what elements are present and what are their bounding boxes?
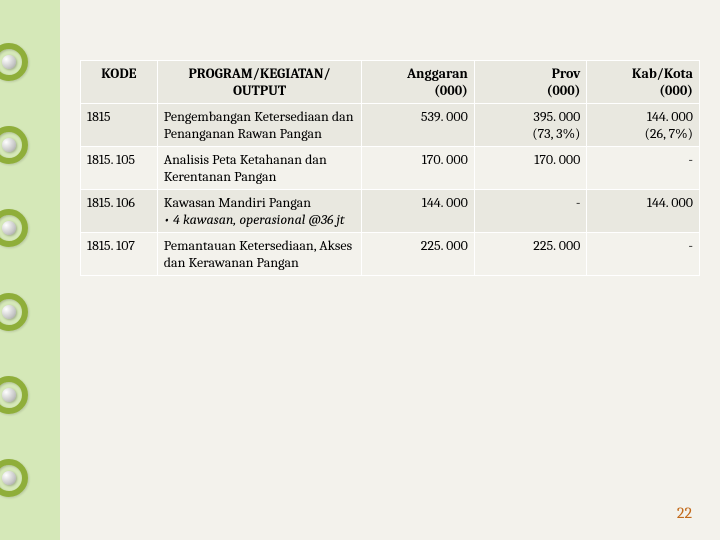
header-kode: KODE xyxy=(81,61,158,104)
header-prov-line1: Prov xyxy=(552,65,581,82)
header-anggaran-line2: (000) xyxy=(434,82,468,99)
page-number: 22 xyxy=(677,504,692,522)
header-program-line2: OUTPUT xyxy=(233,82,286,99)
cell-anggaran: 144. 000 xyxy=(362,190,475,233)
table-row: 1815. 105 Analisis Peta Ketahanan dan Ke… xyxy=(81,147,700,190)
ring-icon xyxy=(0,293,28,331)
cell-prov-pct: (73, 3%) xyxy=(532,125,580,142)
cell-prov: 225. 000 xyxy=(474,233,587,276)
cell-kabkota: 144. 000 (26, 7%) xyxy=(587,104,700,147)
binder-rings xyxy=(0,0,40,540)
header-anggaran: Anggaran (000) xyxy=(362,61,475,104)
header-prov: Prov (000) xyxy=(474,61,587,104)
header-anggaran-line1: Anggaran xyxy=(407,65,468,82)
cell-prov: - xyxy=(474,190,587,233)
slide-content: KODE PROGRAM/KEGIATAN/ OUTPUT Anggaran (… xyxy=(60,0,720,540)
ring-icon xyxy=(0,459,28,497)
budget-table: KODE PROGRAM/KEGIATAN/ OUTPUT Anggaran (… xyxy=(80,60,700,276)
cell-anggaran: 170. 000 xyxy=(362,147,475,190)
cell-prov: 170. 000 xyxy=(474,147,587,190)
header-kabkota-line2: (000) xyxy=(659,82,693,99)
header-kabkota-line1: Kab/Kota xyxy=(632,65,693,82)
cell-kabkota-pct: (26, 7%) xyxy=(645,125,693,142)
cell-program: Kawasan Mandiri Pangan • 4 kawasan, oper… xyxy=(157,190,362,233)
cell-kode: 1815. 105 xyxy=(81,147,158,190)
cell-program: Analisis Peta Ketahanan dan Kerentanan P… xyxy=(157,147,362,190)
cell-kode: 1815. 106 xyxy=(81,190,158,233)
cell-kabkota: - xyxy=(587,147,700,190)
cell-prov: 395. 000 (73, 3%) xyxy=(474,104,587,147)
header-kabkota: Kab/Kota (000) xyxy=(587,61,700,104)
ring-icon xyxy=(0,126,28,164)
header-prov-line2: (000) xyxy=(547,82,581,99)
table-header-row: KODE PROGRAM/KEGIATAN/ OUTPUT Anggaran (… xyxy=(81,61,700,104)
ring-icon xyxy=(0,43,28,81)
ring-icon xyxy=(0,376,28,414)
cell-program-line1: Kawasan Mandiri Pangan xyxy=(164,194,311,211)
ring-icon xyxy=(0,209,28,247)
table-row: 1815. 106 Kawasan Mandiri Pangan • 4 kaw… xyxy=(81,190,700,233)
cell-kode: 1815 xyxy=(81,104,158,147)
cell-kabkota-value: 144. 000 xyxy=(647,108,693,125)
cell-kode: 1815. 107 xyxy=(81,233,158,276)
cell-anggaran: 225. 000 xyxy=(362,233,475,276)
cell-program: Pemantauan Ketersediaan, Akses dan Keraw… xyxy=(157,233,362,276)
header-program: PROGRAM/KEGIATAN/ OUTPUT xyxy=(157,61,362,104)
cell-program-sub: • 4 kawasan, operasional @36 jt xyxy=(164,211,345,228)
header-program-line1: PROGRAM/KEGIATAN/ xyxy=(188,65,330,82)
cell-kabkota: 144. 000 xyxy=(587,190,700,233)
table-row: 1815. 107 Pemantauan Ketersediaan, Akses… xyxy=(81,233,700,276)
table-row: 1815 Pengembangan Ketersediaan dan Penan… xyxy=(81,104,700,147)
cell-program: Pengembangan Ketersediaan dan Penanganan… xyxy=(157,104,362,147)
cell-kabkota: - xyxy=(587,233,700,276)
cell-anggaran: 539. 000 xyxy=(362,104,475,147)
cell-prov-value: 395. 000 xyxy=(533,108,580,125)
